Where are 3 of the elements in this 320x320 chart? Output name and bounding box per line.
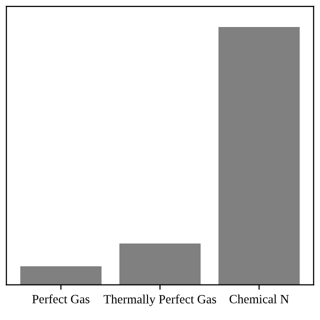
x-tick-label: Chemical N — [230, 294, 289, 304]
x-tick-label: Thermally Perfect Gas — [104, 294, 216, 306]
x-tick-label: Perfect Gas — [32, 294, 90, 304]
